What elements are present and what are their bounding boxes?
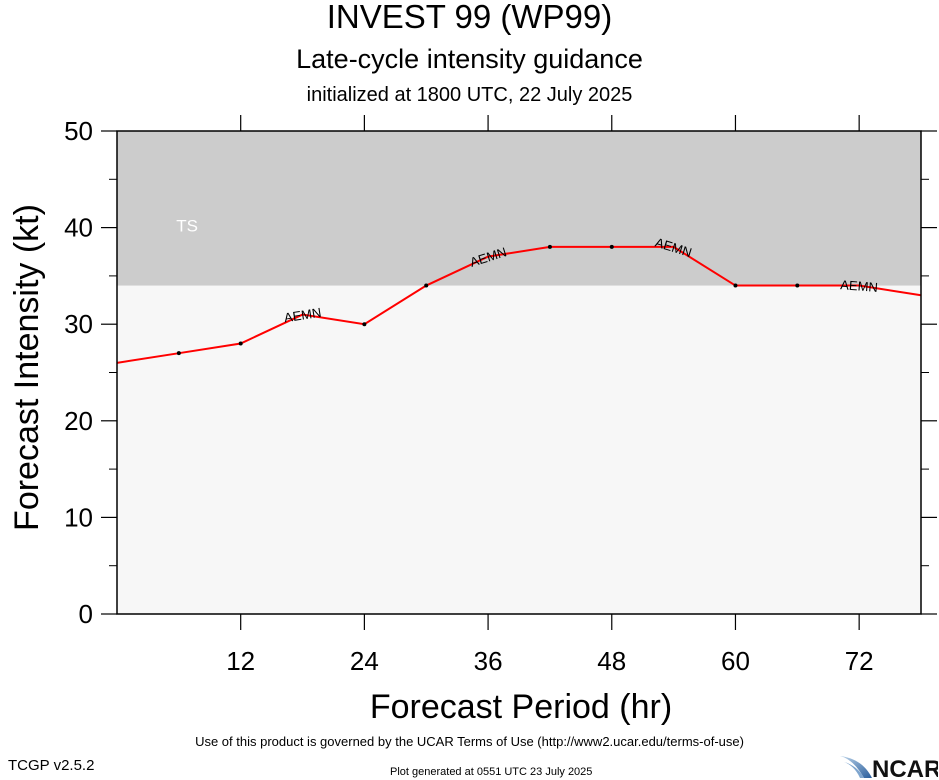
terms-of-use-note: Use of this product is governed by the U… <box>195 734 744 749</box>
y-tick-label: 20 <box>64 406 93 436</box>
data-point <box>733 283 738 288</box>
series-label-group: AEMN <box>840 277 879 295</box>
x-tick-label: 24 <box>350 646 379 676</box>
data-point <box>176 351 181 356</box>
series-line-aemn <box>116 245 922 364</box>
band-label-ts: TS <box>176 216 198 235</box>
series-label: AEMN <box>283 305 322 326</box>
svg-text:NCAR: NCAR <box>872 756 938 780</box>
x-tick-label: 60 <box>721 646 750 676</box>
y-tick-label: 30 <box>64 309 93 339</box>
y-tick-label: 10 <box>64 502 93 532</box>
y-tick-label: 50 <box>64 116 93 146</box>
version-label: TCGP v2.5.2 <box>8 757 95 774</box>
y-tick-label: 40 <box>64 213 93 243</box>
init-time-label: initialized at 1800 UTC, 22 July 2025 <box>306 84 633 106</box>
x-axis-label: Forecast Period (hr) <box>370 688 672 726</box>
series-label-group: AEMN <box>283 305 322 326</box>
chart-subtitle: Late-cycle intensity guidance <box>296 44 643 74</box>
x-tick-label: 36 <box>474 646 503 676</box>
data-point <box>424 283 429 288</box>
series-label: AEMN <box>840 277 879 295</box>
x-tick-label: 12 <box>226 646 255 676</box>
data-point <box>362 322 367 327</box>
ncar-logo: NCAR <box>840 756 938 780</box>
plot-frame <box>116 130 922 615</box>
x-tick-label: 48 <box>597 646 626 676</box>
data-point <box>547 244 552 249</box>
x-tick-label: 72 <box>845 646 874 676</box>
data-point <box>238 341 243 346</box>
generated-time-label: Plot generated at 0551 UTC 23 July 2025 <box>390 766 593 778</box>
data-point <box>795 283 800 288</box>
data-point <box>609 244 614 249</box>
chart-title: INVEST 99 (WP99) <box>326 0 613 35</box>
y-axis-label: Forecast Intensity (kt) <box>8 204 46 531</box>
y-tick-label: 0 <box>79 599 93 629</box>
band-ts <box>117 131 921 286</box>
